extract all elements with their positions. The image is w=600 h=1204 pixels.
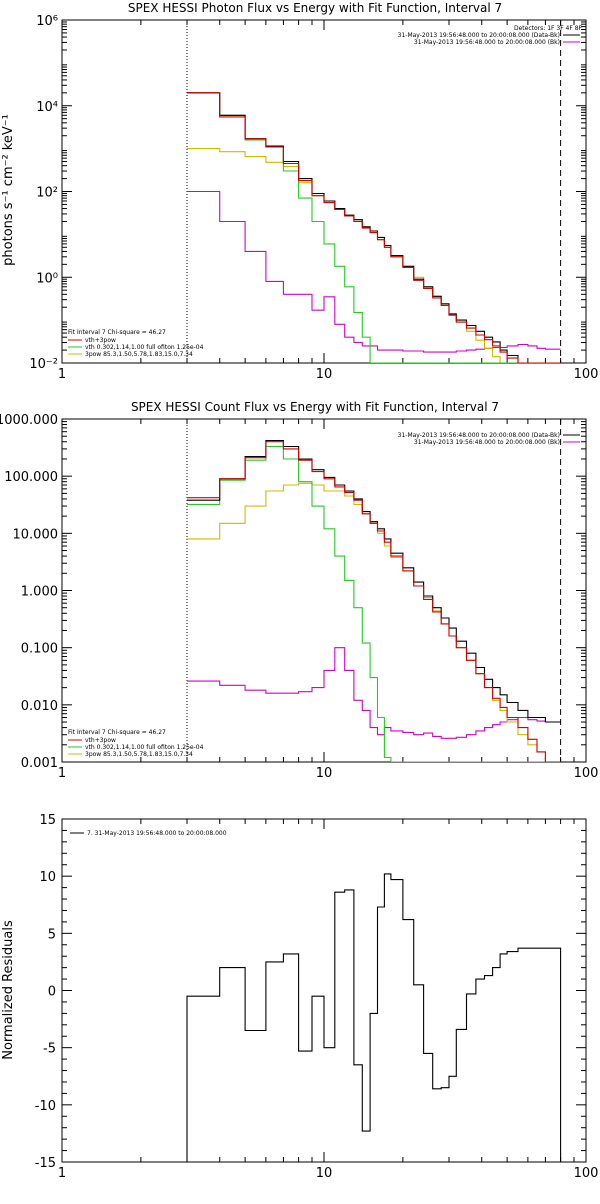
panel1-frame [61, 19, 587, 364]
y-tick-label: -5 [43, 1042, 56, 1057]
series-pow-line [187, 482, 561, 762]
panel1-series [187, 92, 561, 363]
panel2-legend-bk: 31-May-2013 19:56:48.000 to 20:00:08.000… [414, 439, 560, 446]
y-tick-label: 10² [36, 186, 58, 201]
panel1-legend-pow: 3pow 85.3,1.50,5.78,1.83,15.0,7.34 [85, 351, 193, 358]
y-tick-label: 0 [48, 985, 56, 1000]
series-data-line [187, 92, 561, 363]
x-tick-label: 10 [316, 367, 333, 382]
x-tick-label: 1 [58, 766, 66, 781]
series-total-line [187, 441, 561, 762]
y-tick-label: 0.100 [21, 642, 58, 657]
panel1-ylabel: photons s⁻¹ cm⁻² keV⁻¹ [1, 114, 16, 266]
photon-flux-panel: SPEX HESSI Photon Flux vs Energy with Fi… [1, 1, 598, 382]
x-tick-label: 10 [316, 1166, 333, 1181]
panel1-legend-fit: Fit Interval 7 Chi-square = 46.27 [68, 329, 166, 336]
y-tick-label: 0.001 [21, 756, 58, 771]
panel2-legend-total: vth+3pow [85, 737, 116, 744]
y-tick-label: 100.000 [4, 470, 58, 485]
series-data-line [187, 439, 561, 723]
panel2-axes: 1 10 100 0.001 0.010 0.100 1.000 10.000 100.000 1… [0, 413, 598, 781]
x-tick-label: 1 [58, 367, 66, 382]
x-tick-label: 10 [316, 766, 333, 781]
panel1-title: SPEX HESSI Photon Flux vs Energy with Fi… [128, 1, 502, 15]
series-vth-line [187, 92, 561, 363]
y-tick-label: -15 [35, 1156, 56, 1171]
panel2-legend-data: 31-May-2013 19:56:48.000 to 20:00:08.000… [398, 432, 560, 439]
x-tick-label: 100 [574, 367, 599, 382]
y-tick-label: 0.010 [21, 699, 58, 714]
panel2-title: SPEX HESSI Count Flux vs Energy with Fit… [131, 400, 499, 414]
y-tick-label: 5 [48, 927, 56, 942]
panel3-ylabel: Normalized Residuals [1, 920, 16, 1060]
panel1-axes: 1 10 100 10⁻² 10⁰ 10² 10⁴ 10⁶ [29, 14, 598, 382]
y-tick-label: 10⁶ [36, 14, 58, 29]
y-tick-label: 10⁰ [36, 271, 58, 286]
panel3-series [186, 873, 562, 1162]
panel1-detectors: Detectors: 1F 3F 4F 8F [514, 25, 583, 32]
y-tick-label: 15 [39, 813, 56, 828]
x-tick-label: 100 [574, 1166, 599, 1181]
count-flux-panel: SPEX HESSI Count Flux vs Energy with Fit… [0, 400, 598, 781]
panel1-legend-total: vth+3pow [85, 337, 116, 344]
series-data-line [186, 873, 562, 1162]
y-tick-label: -10 [35, 1099, 56, 1114]
series-bk-line [187, 647, 561, 739]
series-bk-line [187, 190, 561, 353]
panel1-legend-data: 31-May-2013 19:56:48.000 to 20:00:08.000… [398, 32, 560, 39]
panel3-axes: 1 10 100 -15 -10 -5 0 5 10 15 [35, 813, 599, 1181]
residuals-panel: Normalized Residuals 1 10 100-15-10-505101… [1, 813, 598, 1181]
panel2-legend-fit: Fit Interval 7 Chi-square = 46.27 [68, 729, 166, 736]
y-tick-label: 10 [39, 870, 56, 885]
panel2-legend-vth: vth 0.302,1.14,1.00 full ofiton 1.25e-04 [85, 744, 204, 751]
panel1-legend-bk: 31-May-2013 19:56:48.000 to 20:00:08.000… [414, 39, 560, 46]
y-tick-label: 10.000 [13, 527, 59, 542]
series-pow-line [187, 148, 561, 363]
x-tick-label: 100 [574, 766, 599, 781]
x-tick-label: 1 [58, 1166, 66, 1181]
y-tick-label: 10⁴ [36, 100, 58, 115]
panel1-legend-vth: vth 0.302,1.14,1.00 full ofiton 1.25e-04 [85, 344, 204, 351]
y-tick-label: 10⁻² [29, 357, 58, 372]
series-total-line [187, 92, 561, 363]
panel2-series [187, 439, 561, 762]
panel2-legend-pow: 3pow 85.3,1.50,5.78,1.83,15.0,7.34 [85, 751, 193, 758]
y-tick-label: 1.000 [21, 585, 58, 600]
panel3-frame [61, 818, 587, 1163]
panel3-legend: 7. 31-May-2013 19:56:48.000 to 20:00:08.… [87, 830, 227, 837]
series-vth-line [187, 445, 561, 762]
y-tick-label: 1000.000 [0, 413, 58, 428]
